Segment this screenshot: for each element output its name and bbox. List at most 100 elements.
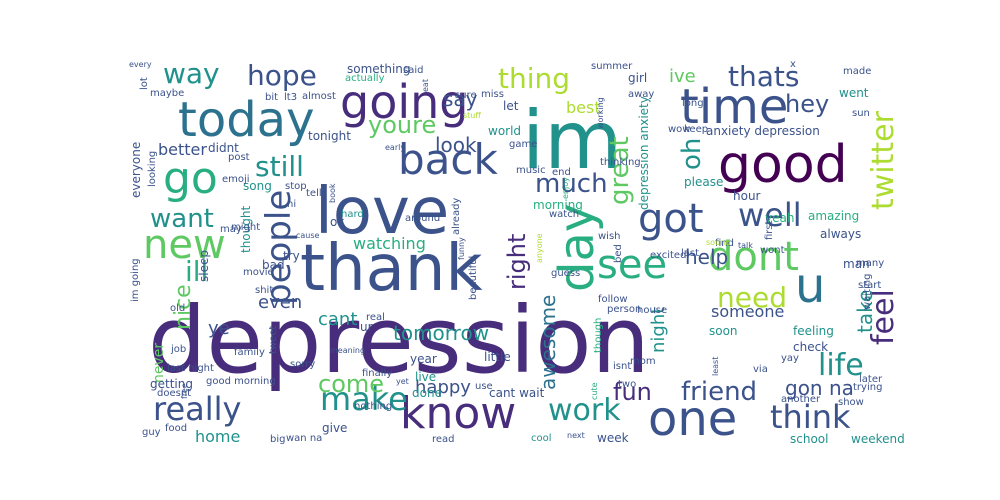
word-ur: ur	[360, 320, 373, 334]
word-youre: youre	[368, 111, 436, 139]
word-sorry: sorry	[290, 359, 315, 370]
word-think: think	[770, 398, 851, 436]
word-new: new	[143, 222, 226, 268]
word-actually: actually	[345, 73, 385, 84]
word-away: away	[628, 89, 654, 100]
word-people: people	[259, 190, 299, 305]
word-feel: feel	[866, 289, 901, 345]
word-yet: yet	[396, 377, 409, 386]
word-thats: thats	[728, 60, 799, 93]
word-sound: sound	[706, 238, 730, 247]
word-see: see	[597, 242, 667, 288]
word-long: long	[682, 98, 704, 109]
word-little: little	[484, 350, 511, 364]
word-cool: cool	[531, 433, 552, 444]
word-family: family	[234, 347, 265, 358]
word-cause: cause	[296, 231, 320, 240]
word-ye: ye	[208, 318, 230, 339]
word-many: many	[856, 258, 884, 269]
word-tomorrow: tomorrow	[393, 321, 489, 345]
word-night: night	[648, 307, 669, 353]
word-anxiety-depression: anxiety depression	[706, 124, 820, 138]
word-oh: oh	[677, 138, 707, 170]
word-ok: ok	[330, 215, 344, 229]
word-morning: morning	[533, 198, 583, 212]
word-today: today	[178, 92, 314, 148]
word-better: better	[158, 140, 207, 159]
word-lot: lot	[139, 77, 150, 90]
word-use: use	[475, 381, 493, 392]
word-beautiful: beautiful	[468, 256, 479, 300]
word-depression-anxiety: depression anxiety	[637, 96, 651, 210]
word-looking: looking	[147, 151, 158, 187]
word-stop: stop	[285, 181, 307, 192]
word-sleep: sleep	[197, 250, 211, 282]
word-thinking: thinking	[600, 157, 641, 168]
word-thank: thank	[300, 232, 483, 306]
word-guy: guy	[142, 427, 161, 438]
word-try: try	[283, 249, 300, 263]
word-twitter: twitter	[866, 110, 901, 210]
word-eat: eat	[421, 79, 430, 92]
word-great: great	[605, 136, 635, 205]
word-next: next	[567, 431, 585, 440]
word-trying: trying	[853, 382, 882, 393]
word-cant-wait: cant wait	[489, 386, 545, 400]
word-good-morning: good morning	[206, 376, 276, 387]
word-go: go	[163, 153, 218, 204]
word-weekend: weekend	[851, 432, 905, 446]
word-yay: yay	[781, 353, 799, 364]
word-bed: bed	[613, 244, 624, 263]
word-movie: movie	[243, 267, 274, 278]
word-day: day	[549, 204, 605, 292]
word-later: later	[859, 374, 883, 385]
word-depression: depression	[148, 287, 650, 394]
word-free: free	[180, 383, 189, 399]
word-someone: someone	[711, 302, 784, 321]
word-man: man	[843, 257, 870, 271]
word-stuff: stuff	[463, 111, 481, 120]
word-im: im	[522, 94, 622, 187]
word-happy: happy	[415, 377, 471, 398]
word-work: work	[548, 393, 621, 428]
word-post: post	[228, 152, 250, 163]
word-emoji: emoji	[222, 174, 250, 185]
word-finally: finally	[362, 368, 392, 379]
word-may: may	[220, 224, 242, 235]
word-bit: bit	[265, 92, 278, 103]
word-wow: wow	[668, 124, 690, 135]
word-early: early	[385, 143, 405, 152]
word-say: say	[443, 87, 478, 111]
word-year: year	[410, 352, 437, 366]
word-went: went	[839, 86, 869, 100]
word-waiting: waiting	[862, 274, 873, 310]
word-read: read	[432, 434, 455, 445]
word-check: check	[793, 340, 828, 354]
word-home: home	[195, 427, 240, 446]
word-everyone: everyone	[129, 142, 143, 198]
word-really: really	[153, 390, 241, 428]
word-school: school	[790, 432, 828, 446]
word-house: house	[637, 305, 667, 316]
word-hi: hi	[287, 199, 296, 210]
word-look: look	[435, 133, 477, 157]
word-make: make	[320, 380, 408, 418]
word-nice: nice	[171, 284, 196, 330]
word-ill: ill	[185, 255, 208, 288]
word-doesnt: doesnt	[157, 388, 191, 399]
word-didnt: didnt	[208, 141, 239, 155]
word-yeah: yeah	[765, 211, 794, 225]
word-never: never	[151, 343, 167, 383]
word-hope: hope	[247, 59, 317, 92]
word-sure: sure	[455, 90, 477, 101]
word-game: game	[509, 139, 537, 150]
word-girl: girl	[628, 71, 647, 85]
word-time: time	[680, 79, 788, 135]
word-want: want	[150, 204, 214, 234]
word-shit: shit	[255, 285, 273, 296]
word-keep: keep	[684, 124, 708, 135]
word-amazing: amazing	[808, 209, 859, 223]
word-excited: excited	[650, 250, 686, 261]
word-right: right	[503, 234, 531, 290]
word-show: show	[838, 397, 864, 408]
